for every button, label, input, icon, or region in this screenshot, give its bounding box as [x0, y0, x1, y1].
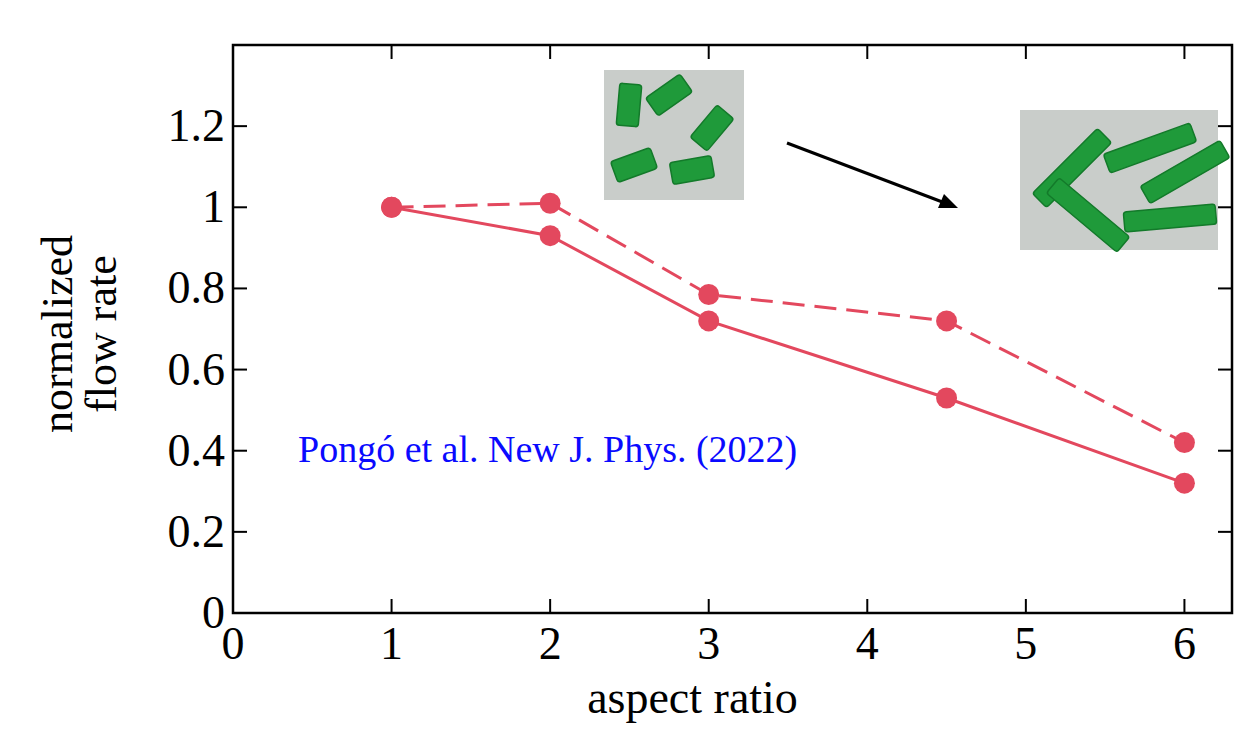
- point: [1174, 473, 1195, 494]
- point: [540, 193, 561, 214]
- y-axis-title-line: flow rate: [77, 255, 126, 413]
- x-tick-label: 5: [1014, 618, 1037, 669]
- x-tick-top: [708, 45, 710, 59]
- inset-photo: [1020, 110, 1230, 252]
- x-tick-label: 3: [697, 618, 720, 669]
- point: [698, 310, 719, 331]
- rod: [645, 74, 692, 116]
- x-tick: [1183, 599, 1185, 613]
- point: [936, 310, 957, 331]
- y-tick: [233, 612, 247, 614]
- y-tick: [233, 287, 247, 289]
- y-tick-label: 1.2: [168, 100, 226, 151]
- y-tick: [233, 125, 247, 127]
- x-tick: [1025, 599, 1027, 613]
- point: [381, 197, 402, 218]
- y-tick-label: 0.4: [168, 425, 226, 476]
- x-tick-label: 1: [380, 618, 403, 669]
- y-tick-right: [1218, 287, 1232, 289]
- point: [381, 197, 402, 218]
- rod: [611, 147, 658, 182]
- x-tick-top: [549, 45, 551, 59]
- y-tick-label: 0.8: [168, 262, 226, 313]
- x-tick-top: [1025, 45, 1027, 59]
- annotation: Pongó et al. New J. Phys. (2022): [298, 428, 797, 471]
- arrow-shaft: [787, 143, 945, 203]
- x-tick: [866, 599, 868, 613]
- rod: [1140, 140, 1230, 203]
- x-axis-title: aspect ratio: [587, 672, 798, 723]
- photo-background: [604, 70, 744, 200]
- series-line: [392, 203, 1185, 442]
- y-tick-right: [1218, 531, 1232, 533]
- x-tick-label: 4: [856, 618, 879, 669]
- rod: [669, 156, 714, 185]
- y-tick-right: [1218, 369, 1232, 371]
- plot-frame: [233, 45, 1232, 613]
- x-tick-top: [391, 45, 393, 59]
- y-tick: [233, 450, 247, 452]
- x-tick-label: 6: [1173, 618, 1196, 669]
- chart: 012345600.20.40.60.811.2aspect rationorm…: [0, 0, 1241, 749]
- x-tick: [708, 599, 710, 613]
- x-tick-top: [866, 45, 868, 59]
- y-tick: [233, 369, 247, 371]
- point: [936, 387, 957, 408]
- rod: [690, 105, 734, 151]
- rod: [1123, 204, 1216, 232]
- y-tick-label: 0.2: [168, 506, 226, 557]
- y-tick-label: 0.6: [168, 344, 226, 395]
- y-axis-title-line: normalized: [33, 235, 82, 433]
- arrow-head: [938, 194, 958, 208]
- y-tick-right: [1218, 206, 1232, 208]
- y-tick-label: 0: [202, 587, 225, 638]
- x-tick: [549, 599, 551, 613]
- x-tick: [391, 599, 393, 613]
- point: [1174, 432, 1195, 453]
- y-tick-right: [1218, 450, 1232, 452]
- rod: [616, 83, 642, 127]
- point: [698, 284, 719, 305]
- rod: [1046, 178, 1129, 252]
- y-tick-right: [1218, 612, 1232, 614]
- y-tick-label: 1: [202, 181, 225, 232]
- y-tick: [233, 206, 247, 208]
- x-tick-top: [1183, 45, 1185, 59]
- y-axis-title: normalizedflow rate: [33, 235, 126, 433]
- x-tick-top: [232, 45, 234, 59]
- x-tick-label: 2: [539, 618, 562, 669]
- x-tick: [232, 599, 234, 613]
- point: [540, 225, 561, 246]
- inset-photo: [604, 70, 744, 200]
- y-tick-right: [1218, 125, 1232, 127]
- y-tick: [233, 531, 247, 533]
